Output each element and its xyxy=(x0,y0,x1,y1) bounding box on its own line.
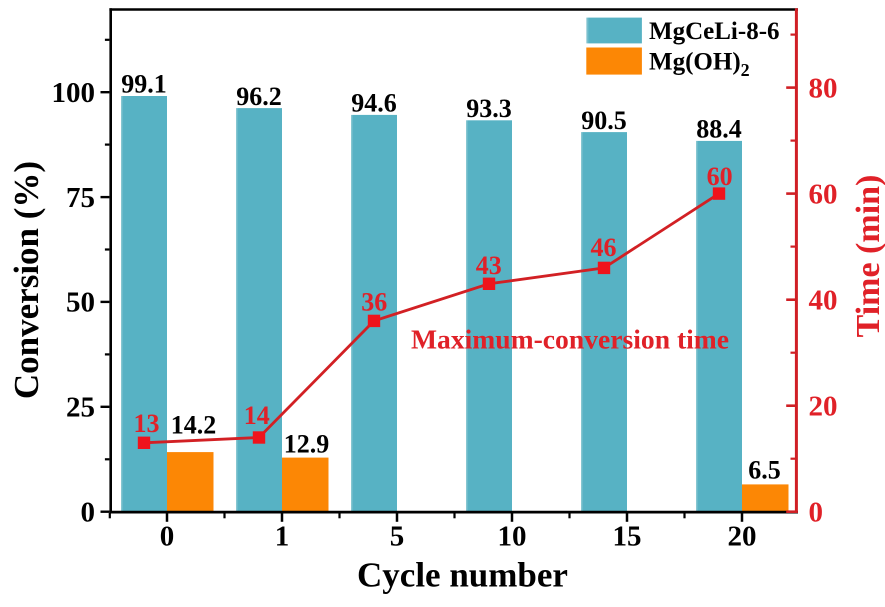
svg-text:36: 36 xyxy=(361,287,387,316)
svg-text:0: 0 xyxy=(81,496,96,528)
svg-text:15: 15 xyxy=(613,521,642,553)
svg-text:20: 20 xyxy=(809,390,838,422)
svg-text:25: 25 xyxy=(66,392,95,424)
svg-text:13: 13 xyxy=(134,409,160,438)
svg-text:5: 5 xyxy=(390,521,405,553)
svg-text:100: 100 xyxy=(52,77,96,109)
svg-text:0: 0 xyxy=(160,521,175,553)
svg-text:10: 10 xyxy=(498,521,527,553)
svg-text:43: 43 xyxy=(476,251,502,280)
svg-text:60: 60 xyxy=(707,162,733,191)
svg-text:12.9: 12.9 xyxy=(284,430,330,459)
svg-text:MgCeLi-8-6: MgCeLi-8-6 xyxy=(649,18,780,45)
svg-text:0: 0 xyxy=(809,496,824,528)
svg-text:14: 14 xyxy=(244,401,270,430)
svg-text:20: 20 xyxy=(728,521,757,553)
svg-text:Conversion (%): Conversion (%) xyxy=(7,161,46,399)
svg-text:Time (min): Time (min) xyxy=(850,175,885,338)
svg-text:93.3: 93.3 xyxy=(466,94,512,123)
svg-text:Mg(OH)2: Mg(OH)2 xyxy=(649,49,750,81)
svg-text:40: 40 xyxy=(809,284,838,316)
svg-text:90.5: 90.5 xyxy=(581,106,627,135)
svg-text:75: 75 xyxy=(66,182,95,214)
svg-text:14.2: 14.2 xyxy=(171,411,217,440)
svg-text:96.2: 96.2 xyxy=(236,82,282,111)
svg-text:60: 60 xyxy=(809,178,838,210)
svg-text:6.5: 6.5 xyxy=(748,456,781,485)
svg-text:99.1: 99.1 xyxy=(121,70,167,99)
svg-text:80: 80 xyxy=(809,72,838,104)
svg-text:1: 1 xyxy=(275,521,290,553)
svg-text:88.4: 88.4 xyxy=(696,115,742,144)
svg-text:46: 46 xyxy=(591,233,617,262)
svg-text:Cycle number: Cycle number xyxy=(357,556,568,595)
svg-text:50: 50 xyxy=(66,287,95,319)
svg-text:94.6: 94.6 xyxy=(351,89,397,118)
svg-text:Maximum-conversion time: Maximum-conversion time xyxy=(411,323,729,354)
